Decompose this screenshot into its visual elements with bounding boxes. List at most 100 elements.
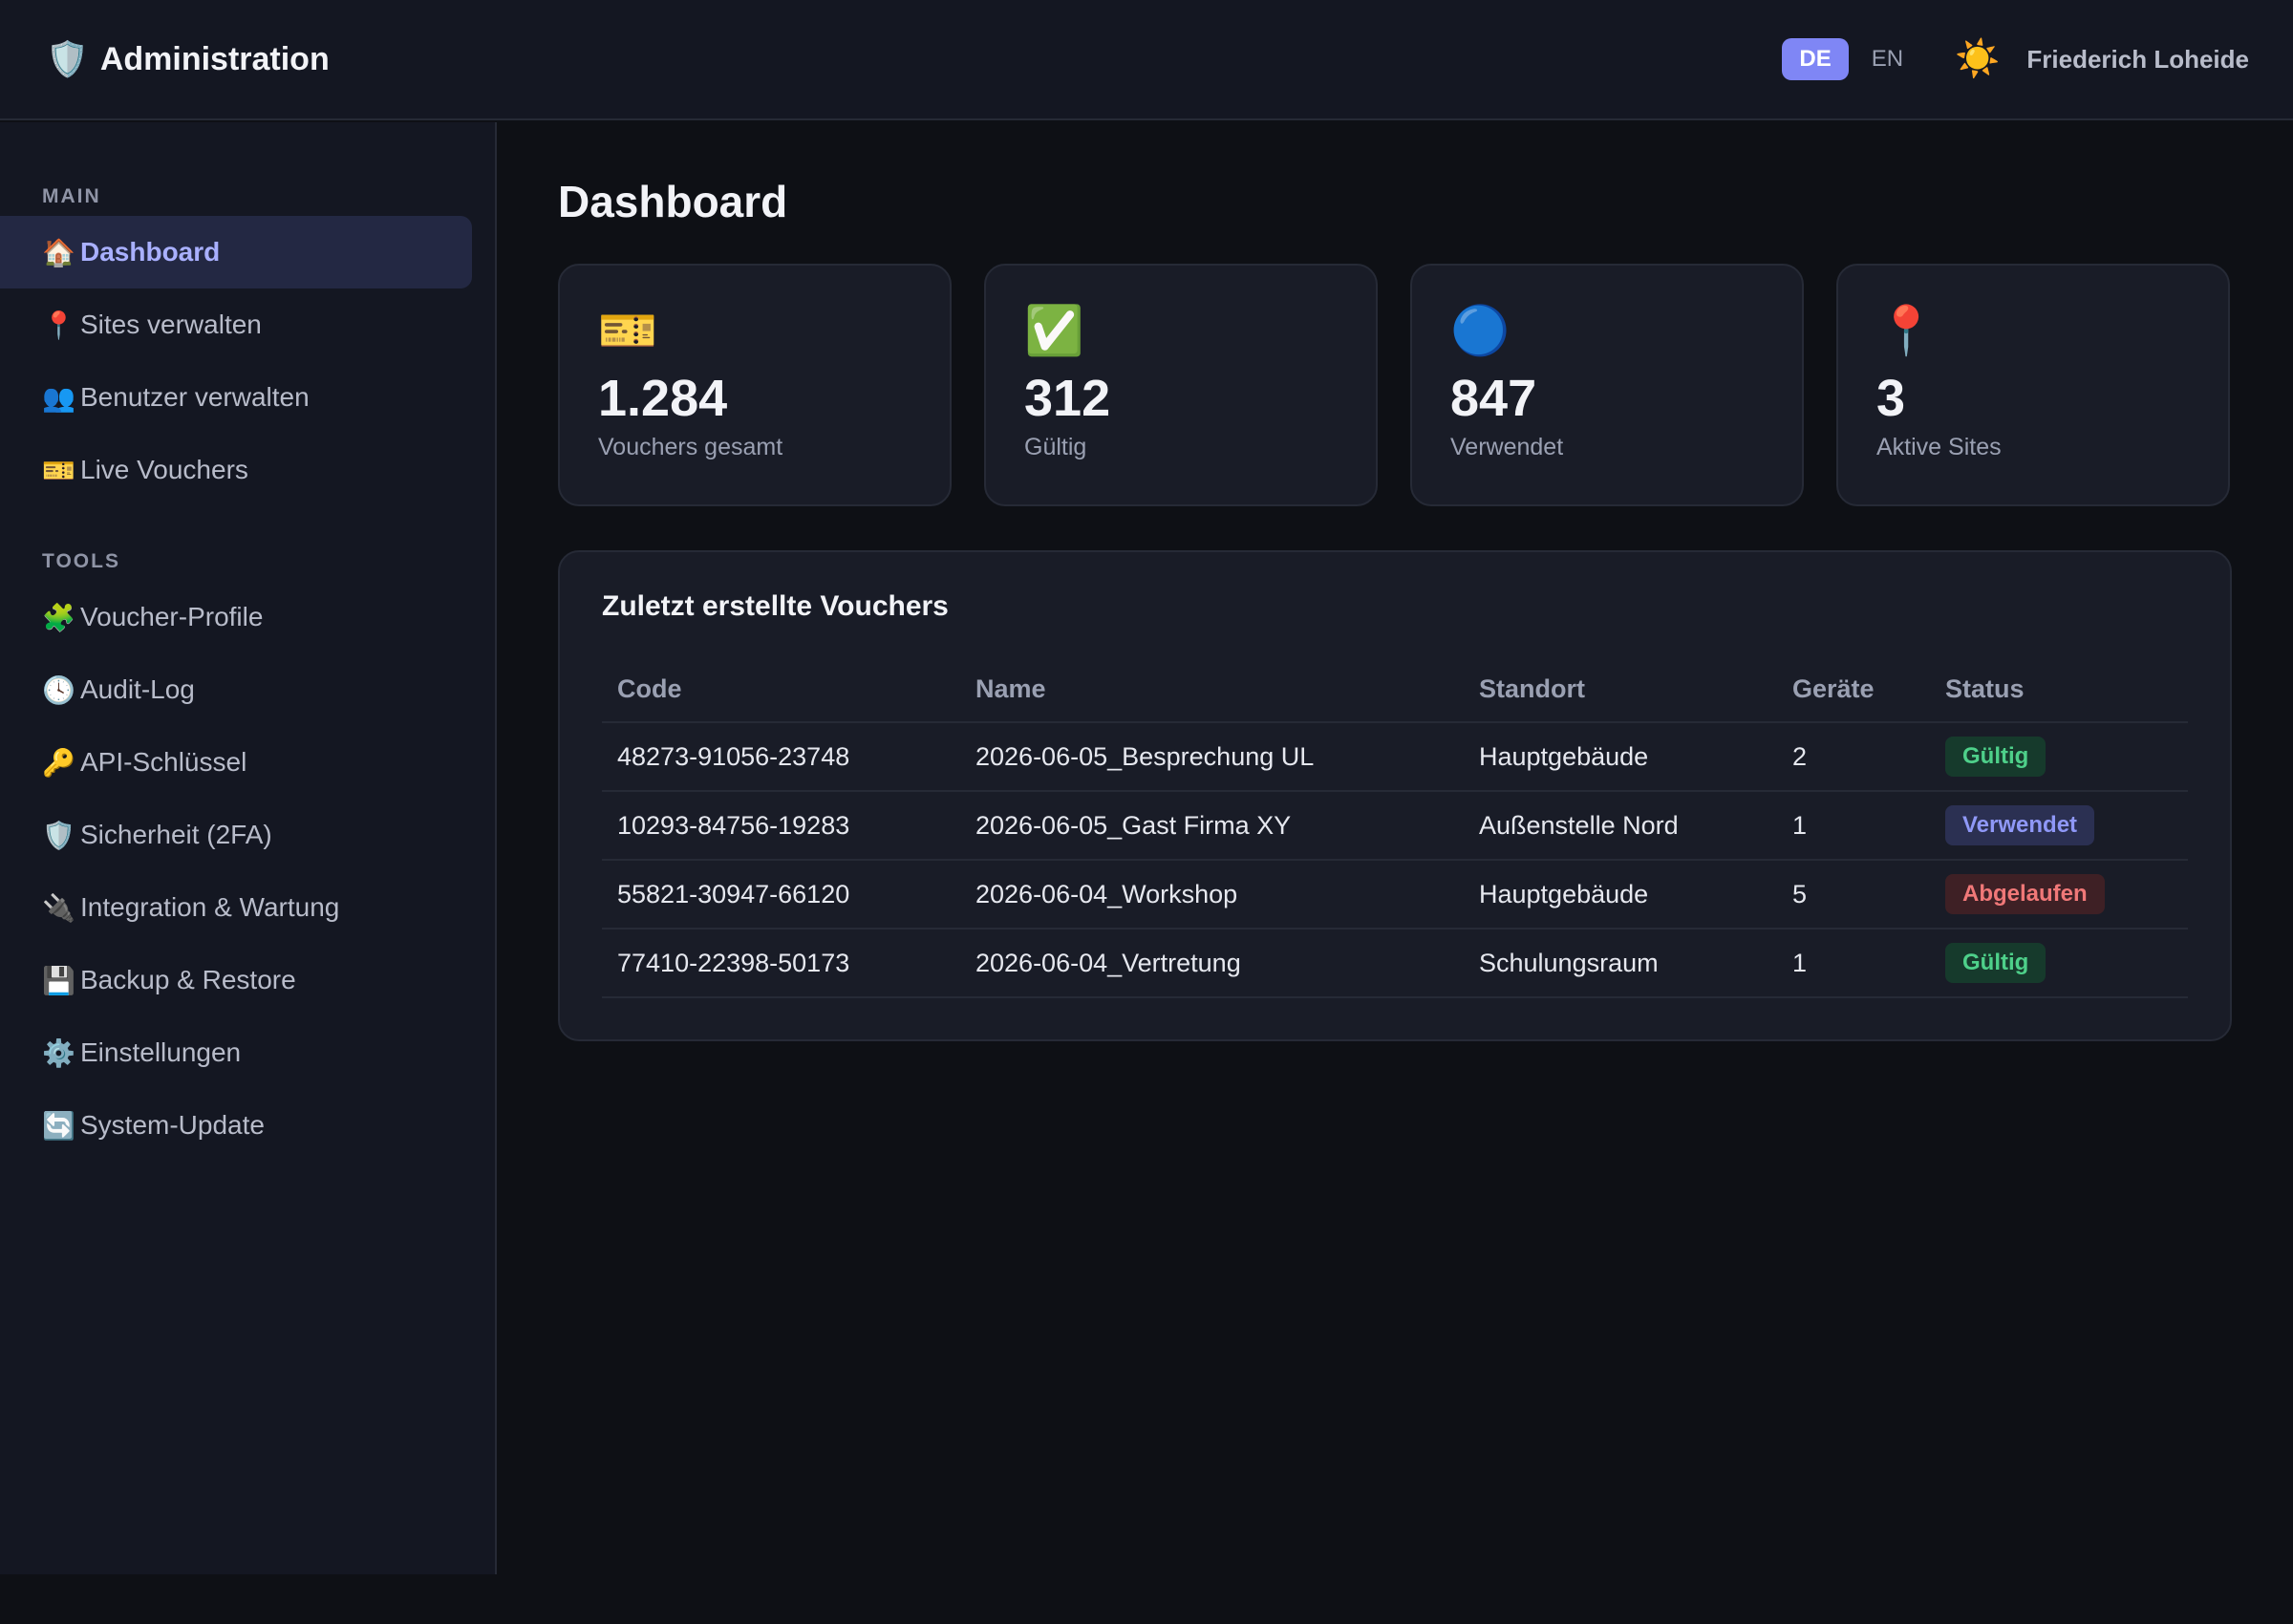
column-header-name: Name xyxy=(960,657,1464,723)
clock-icon: 🕓 xyxy=(42,674,75,705)
panel-title: Zuletzt erstellte Vouchers xyxy=(602,590,949,622)
voucher-name: 2026-06-04_Workshop xyxy=(960,860,1464,930)
voucher-status-cell: Gültig xyxy=(1930,929,2188,998)
sidebar: MAIN 🏠 Dashboard 📍 Sites verwalten 👥 Ben… xyxy=(0,122,497,1574)
floppy-disk-icon: 💾 xyxy=(42,965,75,995)
status-badge: Gültig xyxy=(1945,737,2047,777)
column-header-status: Status xyxy=(1930,657,2188,723)
status-badge: Verwendet xyxy=(1945,805,2095,845)
stat-card-valid: ✅ 312 Gültig xyxy=(984,264,1378,506)
stat-label: Aktive Sites xyxy=(1876,434,2002,460)
recent-vouchers-panel: Zuletzt erstellte Vouchers Code Name Sta… xyxy=(558,550,2232,1041)
voucher-devices: 2 xyxy=(1777,722,1930,792)
voucher-site: Hauptgebäude xyxy=(1464,860,1777,930)
stat-label: Gültig xyxy=(1024,434,1087,460)
voucher-devices: 1 xyxy=(1777,791,1930,861)
ticket-icon: 🎫 xyxy=(598,304,658,357)
voucher-name: 2026-06-05_Besprechung UL xyxy=(960,722,1464,792)
sidebar-item-api-keys[interactable]: 🔑 API-Schlüssel xyxy=(0,726,472,799)
sidebar-section-main: MAIN xyxy=(42,185,101,207)
language-switcher: DE EN xyxy=(1782,38,1920,80)
sidebar-item-backup[interactable]: 💾 Backup & Restore xyxy=(0,944,472,1016)
voucher-name: 2026-06-05_Gast Firma XY xyxy=(960,791,1464,861)
stats-cards: 🎫 1.284 Vouchers gesamt ✅ 312 Gültig 🔵 8… xyxy=(558,264,2232,506)
sidebar-item-dashboard[interactable]: 🏠 Dashboard xyxy=(0,216,472,288)
sidebar-item-settings[interactable]: ⚙️ Einstellungen xyxy=(0,1016,472,1089)
column-header-site: Standort xyxy=(1464,657,1777,723)
sidebar-item-label: Audit-Log xyxy=(80,674,195,704)
pin-icon: 📍 xyxy=(1876,304,1937,357)
sidebar-item-system-update[interactable]: 🔄 System-Update xyxy=(0,1089,472,1162)
voucher-code: 10293-84756-19283 xyxy=(602,791,960,861)
plug-icon: 🔌 xyxy=(42,892,75,923)
stat-label: Verwendet xyxy=(1450,434,1564,460)
voucher-code: 77410-22398-50173 xyxy=(602,929,960,998)
status-badge: Gültig xyxy=(1945,943,2047,983)
table-row[interactable]: 77410-22398-50173 2026-06-04_Vertretung … xyxy=(602,929,2188,998)
sidebar-item-label: Benutzer verwalten xyxy=(80,382,310,412)
stat-value: 847 xyxy=(1450,370,1537,427)
voucher-devices: 1 xyxy=(1777,929,1930,998)
stat-card-total: 🎫 1.284 Vouchers gesamt xyxy=(558,264,952,506)
language-de-button[interactable]: DE xyxy=(1782,38,1849,80)
sidebar-item-label: Live Vouchers xyxy=(80,455,248,484)
column-header-devices: Geräte xyxy=(1777,657,1930,723)
sidebar-item-integration[interactable]: 🔌 Integration & Wartung xyxy=(0,871,472,944)
shield-icon: 🛡️ xyxy=(42,820,75,850)
voucher-code: 48273-91056-23748 xyxy=(602,722,960,792)
brand[interactable]: 🛡️ Administration xyxy=(46,41,330,78)
voucher-site: Schulungsraum xyxy=(1464,929,1777,998)
stat-card-active-sites: 📍 3 Aktive Sites xyxy=(1836,264,2230,506)
sun-icon[interactable]: ☀️ xyxy=(1955,39,2001,79)
main-content: Dashboard 🎫 1.284 Vouchers gesamt ✅ 312 … xyxy=(558,122,2232,1041)
sidebar-item-label: Integration & Wartung xyxy=(80,892,340,922)
puzzle-icon: 🧩 xyxy=(42,602,75,632)
language-en-button[interactable]: EN xyxy=(1871,46,1904,72)
sidebar-item-sites[interactable]: 📍 Sites verwalten xyxy=(0,288,472,361)
sidebar-item-label: Sicherheit (2FA) xyxy=(80,820,272,849)
sidebar-section-tools: TOOLS xyxy=(42,550,120,572)
app-title: Administration xyxy=(99,40,330,77)
table-row[interactable]: 10293-84756-19283 2026-06-05_Gast Firma … xyxy=(602,791,2188,861)
sidebar-item-label: Backup & Restore xyxy=(80,965,296,994)
sidebar-item-live-vouchers[interactable]: 🎫 Live Vouchers xyxy=(0,434,472,506)
sidebar-item-voucher-profiles[interactable]: 🧩 Voucher-Profile xyxy=(0,581,472,653)
table-row[interactable]: 55821-30947-66120 2026-06-04_Workshop Ha… xyxy=(602,860,2188,930)
stat-value: 312 xyxy=(1024,370,1111,427)
sidebar-item-audit-log[interactable]: 🕓 Audit-Log xyxy=(0,653,472,726)
sidebar-item-label: API-Schlüssel xyxy=(80,747,247,777)
sidebar-item-security[interactable]: 🛡️ Sicherheit (2FA) xyxy=(0,799,472,871)
voucher-status-cell: Abgelaufen xyxy=(1930,860,2188,930)
voucher-site: Außenstelle Nord xyxy=(1464,791,1777,861)
key-icon: 🔑 xyxy=(42,747,75,778)
sidebar-item-label: Dashboard xyxy=(80,237,221,267)
users-icon: 👥 xyxy=(42,382,75,413)
sidebar-item-users[interactable]: 👥 Benutzer verwalten xyxy=(0,361,472,434)
voucher-status-cell: Gültig xyxy=(1930,722,2188,792)
ticket-icon: 🎫 xyxy=(42,455,75,485)
stat-label: Vouchers gesamt xyxy=(598,434,783,460)
voucher-code: 55821-30947-66120 xyxy=(602,860,960,930)
check-icon: ✅ xyxy=(1024,304,1084,357)
stat-value: 1.284 xyxy=(598,370,728,427)
refresh-icon: 🔄 xyxy=(42,1110,75,1141)
sidebar-item-label: Einstellungen xyxy=(80,1037,242,1067)
user-name[interactable]: Friederich Loheide xyxy=(2026,44,2249,74)
voucher-status-cell: Verwendet xyxy=(1930,791,2188,861)
sidebar-item-label: System-Update xyxy=(80,1110,265,1140)
top-bar: 🛡️ Administration DE EN ☀️ Friederich Lo… xyxy=(0,0,2293,120)
section-spacer xyxy=(0,506,495,543)
vouchers-table: Code Name Standort Geräte Status 48273-9… xyxy=(602,657,2188,998)
header-actions: DE EN ☀️ Friederich Loheide xyxy=(1782,38,2249,80)
page-title: Dashboard xyxy=(558,177,788,226)
shield-icon: 🛡️ xyxy=(46,39,89,78)
table-row[interactable]: 48273-91056-23748 2026-06-05_Besprechung… xyxy=(602,722,2188,792)
voucher-site: Hauptgebäude xyxy=(1464,722,1777,792)
pin-icon: 📍 xyxy=(42,310,75,340)
status-badge: Abgelaufen xyxy=(1945,874,2105,914)
sidebar-item-label: Sites verwalten xyxy=(80,310,262,339)
table-header-row: Code Name Standort Geräte Status xyxy=(602,657,2188,723)
gear-icon: ⚙️ xyxy=(42,1037,75,1068)
home-icon: 🏠 xyxy=(42,237,75,267)
voucher-devices: 5 xyxy=(1777,860,1930,930)
